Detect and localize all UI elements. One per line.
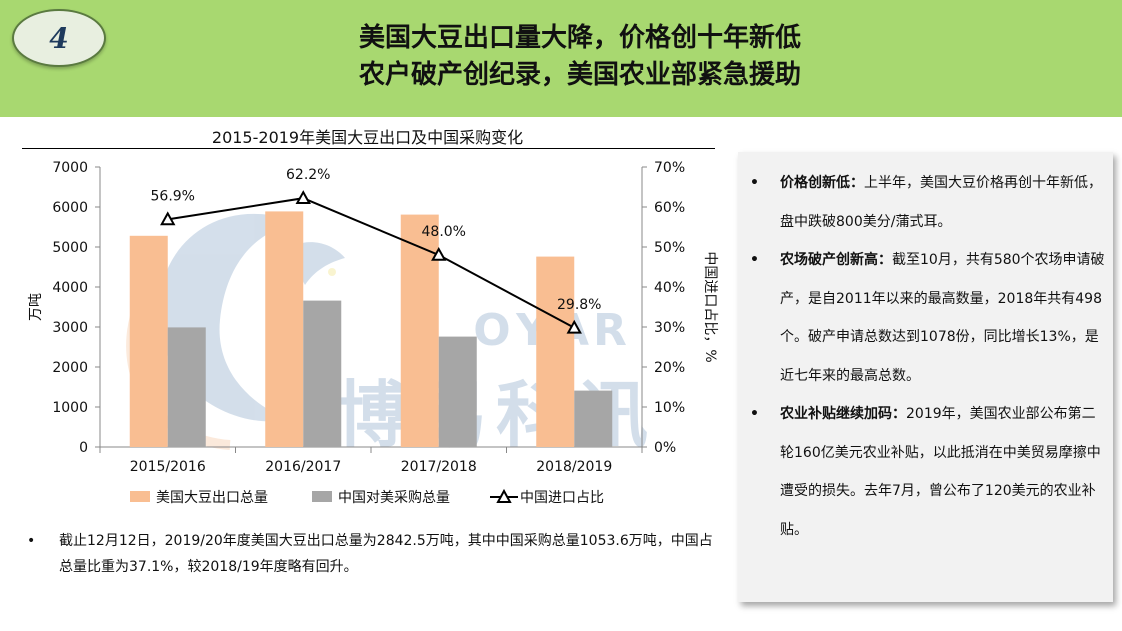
bar-china-purchase	[167, 327, 206, 447]
share-data-label: 29.8%	[557, 297, 601, 313]
legend: 美国大豆出口总量 中国对美采购总量 中国进口占比	[130, 488, 604, 506]
y-axis-label: 万吨	[28, 293, 44, 321]
y2-tick-label: 0%	[654, 440, 676, 456]
bar-export	[265, 211, 304, 447]
chart-title: 2015-2019年美国大豆出口及中国采购变化	[211, 128, 524, 147]
panel-item-body: 2019年，美国农业部公布第二轮160亿美元农业补贴，以此抵消在中美贸易摩擦中遭…	[780, 406, 1101, 538]
y2-tick-label: 20%	[654, 360, 685, 376]
info-panel: • 价格创新低：上半年，美国大豆价格再创十年新低，盘中跌破800美分/蒲式耳。 …	[738, 152, 1113, 602]
panel-item-bankruptcy: • 农场破产创新高：截至10月，共有580个农场申请破产，是自2011年以来的最…	[738, 241, 1107, 395]
y-tick-label: 1000	[52, 400, 88, 416]
y2-tick-label: 50%	[654, 240, 685, 256]
bar-china-purchase	[303, 300, 342, 447]
bar-china-purchase	[438, 336, 477, 447]
panel-bullet: •	[750, 252, 759, 268]
panel-item-heading: 农业补贴继续加码：	[780, 406, 906, 422]
x-tick-label: 2016/2017	[265, 459, 341, 475]
x-tick-label: 2018/2019	[536, 459, 612, 475]
y2-tick-label: 40%	[654, 280, 685, 296]
share-marker	[431, 246, 447, 261]
share-marker	[295, 190, 311, 204]
share-marker	[160, 211, 176, 226]
bar-export	[400, 214, 439, 447]
y-tick-label: 5000	[52, 240, 88, 256]
bar-export	[129, 235, 168, 447]
y2-tick-label: 70%	[654, 160, 685, 176]
slide-number-badge: 4	[12, 9, 106, 67]
footnote: • 截止12月12日，2019/20年度美国大豆出口总量为2842.5万吨，其中…	[22, 528, 722, 580]
bar-export	[536, 256, 575, 447]
share-line	[167, 197, 575, 329]
x-tick-label: 2015/2016	[130, 459, 206, 475]
x-tick-label: 2017/2018	[401, 459, 477, 475]
y-tick-label: 3000	[52, 320, 88, 336]
footnote-text: 截止12月12日，2019/20年度美国大豆出口总量为2842.5万吨，其中中国…	[59, 533, 713, 575]
chart-title-rule	[22, 148, 715, 149]
y-tick-label: 6000	[52, 200, 88, 216]
panel-item-body: 上半年，美国大豆价格再创十年新低，盘中跌破800美分/蒲式耳。	[780, 175, 1102, 230]
watermark-letter: R	[593, 305, 627, 356]
left-axis-ticks: 0 1000 2000 3000 4000 5000 6000 7000	[52, 160, 100, 456]
watermark-dot	[328, 268, 336, 276]
y2-axis-label: 中国进口占比，%	[702, 251, 718, 362]
watermark-char: 博	[336, 373, 408, 457]
panel-item-price: • 价格创新低：上半年，美国大豆价格再创十年新低，盘中跌破800美分/蒲式耳。	[738, 164, 1107, 241]
line-series: 56.9% 62.2% 48.0% 29.8%	[151, 167, 601, 334]
legend-swatch	[130, 491, 150, 502]
chart: OYAR 博易科讯 01000200030004000500060007000 …	[28, 160, 718, 506]
panel-item-body: 截至10月，共有580个农场申请破产，是自2011年以来的最高数量，2018年共…	[780, 252, 1105, 384]
share-data-label: 56.9%	[151, 188, 195, 204]
panel-item-heading: 价格创新低：	[780, 175, 864, 191]
slide-title: 美国大豆出口量大降，价格创十年新低 农户破产创纪录，美国农业部紧急援助	[220, 20, 940, 94]
share-data-label: 62.2%	[286, 167, 330, 183]
panel-item-heading: 农场破产创新高：	[780, 252, 892, 268]
legend-marker	[496, 488, 512, 503]
y2-tick-label: 30%	[654, 320, 685, 336]
title-line-2: 农户破产创纪录，美国农业部紧急援助	[358, 60, 801, 90]
right-axis-ticks: 0% 10% 20% 30% 40% 50% 60% 70%	[642, 160, 685, 456]
legend-label: 美国大豆出口总量	[156, 490, 268, 506]
title-line-1: 美国大豆出口量大降，价格创十年新低	[358, 23, 801, 53]
y-tick-label: 7000	[52, 160, 88, 176]
y-tick-label: 0	[79, 440, 88, 456]
legend-swatch	[312, 491, 332, 502]
bar-china-purchase	[574, 390, 613, 447]
watermark-letter: O	[473, 305, 510, 356]
share-data-label: 48.0%	[422, 224, 466, 240]
legend-label: 中国进口占比	[520, 490, 604, 506]
y-tick-label: 4000	[52, 280, 88, 296]
panel-bullet: •	[750, 406, 759, 422]
x-axis-ticks: 2015/2016 2016/2017 2017/2018 2018/2019	[99, 447, 643, 475]
share-marker	[566, 319, 582, 334]
footnote-bullet: •	[27, 533, 36, 549]
y2-tick-label: 60%	[654, 200, 685, 216]
panel-bullet: •	[750, 175, 759, 191]
legend-label: 中国对美采购总量	[338, 490, 450, 506]
bar-series	[129, 211, 613, 447]
y2-tick-label: 10%	[654, 400, 685, 416]
header-band: 4 美国大豆出口量大降，价格创十年新低 农户破产创纪录，美国农业部紧急援助	[0, 0, 1122, 117]
y-tick-label: 2000	[52, 360, 88, 376]
panel-item-subsidy: • 农业补贴继续加码：2019年，美国农业部公布第二轮160亿美元农业补贴，以此…	[738, 395, 1107, 549]
